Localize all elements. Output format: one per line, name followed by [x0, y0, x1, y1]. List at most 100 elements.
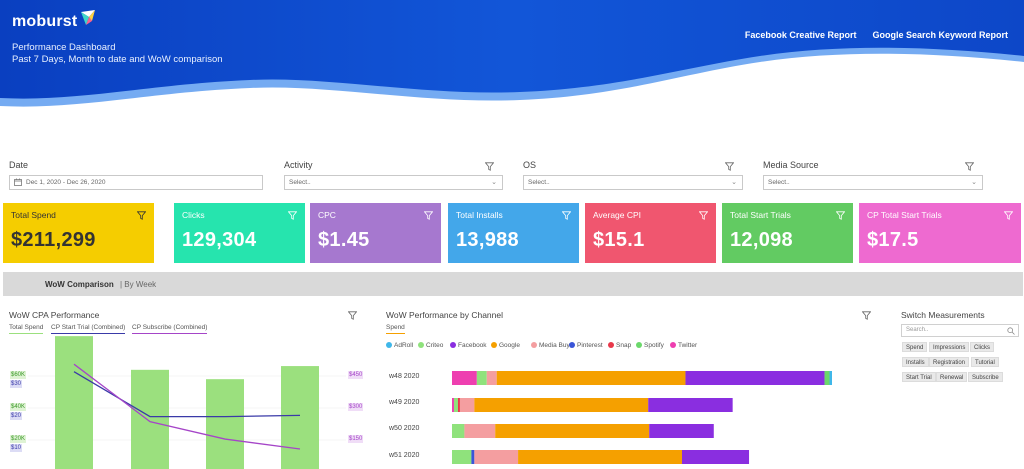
measurement-tag[interactable]: Installs [902, 357, 929, 367]
cpa-funnel-icon[interactable] [348, 311, 357, 320]
channel-segment[interactable] [464, 424, 496, 438]
left-tick-60k: $60K [10, 371, 27, 379]
legend-label: Facebook [458, 342, 487, 349]
google-search-keyword-report-link[interactable]: Google Search Keyword Report [872, 30, 1008, 40]
channel-segment[interactable] [829, 371, 832, 385]
header-nav: Facebook Creative Report Google Search K… [745, 30, 1008, 40]
channel-segment[interactable] [452, 371, 477, 385]
activity-funnel-icon[interactable] [485, 162, 494, 171]
channel-segment[interactable] [476, 371, 487, 385]
kpi-card[interactable]: Total Installs 13,988 [448, 203, 579, 263]
funnel-icon[interactable] [424, 211, 433, 220]
right-tick-150: $150 [348, 435, 364, 443]
legend-dot [386, 342, 392, 348]
channel-legend-item[interactable]: Spotify [636, 342, 664, 349]
spend-bar[interactable] [206, 379, 244, 469]
kpi-card[interactable]: Clicks 129,304 [174, 203, 305, 263]
channel-segment[interactable] [452, 398, 454, 412]
measurement-tag[interactable]: Spend [902, 342, 928, 352]
channel-legend-item[interactable]: AdRoll [386, 342, 413, 349]
kpi-card[interactable]: Average CPI $15.1 [585, 203, 716, 263]
channel-legend-item[interactable]: Criteo [418, 342, 443, 349]
funnel-icon[interactable] [288, 211, 297, 220]
channel-segment[interactable] [457, 398, 460, 412]
channel-segment[interactable] [474, 398, 649, 412]
channel-segment[interactable] [474, 450, 519, 464]
legend-cp-start-trial[interactable]: CP Start Trial (Combined) [51, 324, 126, 334]
date-range-picker[interactable]: Dec 1, 2020 - Dec 26, 2020 [9, 175, 263, 190]
activity-filter-label: Activity [284, 160, 313, 170]
funnel-icon[interactable] [137, 211, 146, 220]
channel-legend-item[interactable]: Google [491, 342, 520, 349]
wow-comparison-subtitle: | By Week [120, 280, 157, 289]
measurement-search-placeholder: Search.. [906, 327, 929, 333]
channel-legend-item[interactable]: Media Buy [531, 342, 570, 349]
measurement-tag[interactable]: Clicks [970, 342, 994, 352]
chevron-down-icon: ⌄ [491, 179, 497, 186]
switch-measurements-title: Switch Measurements [901, 310, 985, 320]
legend-label: Media Buy [539, 342, 570, 349]
kpi-card[interactable]: CP Total Start Trials $17.5 [859, 203, 1021, 263]
week-label: w51 2020 [389, 452, 420, 459]
legend-label: Spotify [644, 342, 664, 349]
channel-legend-item[interactable]: Pinterest [569, 342, 603, 349]
week-label: w49 2020 [389, 399, 420, 406]
channel-segment[interactable] [453, 398, 458, 412]
logo[interactable]: moburst [12, 10, 97, 31]
channel-segment[interactable] [681, 450, 750, 464]
kpi-label: Clicks [182, 210, 205, 220]
kpi-card[interactable]: Total Start Trials 12,098 [722, 203, 853, 263]
channel-segment[interactable] [495, 424, 650, 438]
measurement-tag[interactable]: Renewal [936, 372, 968, 382]
legend-dot [418, 342, 424, 348]
channel-legend-item[interactable]: Twitter [670, 342, 697, 349]
legend-dot [608, 342, 614, 348]
channel-metric-spend[interactable]: Spend [386, 324, 405, 334]
funnel-icon[interactable] [1004, 211, 1013, 220]
channel-segment[interactable] [459, 398, 475, 412]
channel-funnel-icon[interactable] [862, 311, 871, 320]
channel-segment[interactable] [486, 371, 497, 385]
funnel-icon[interactable] [836, 211, 845, 220]
channel-segment[interactable] [518, 450, 682, 464]
measurement-tag[interactable]: Registration [929, 357, 970, 367]
os-select[interactable]: Select.. ⌄ [523, 175, 743, 190]
channel-segment[interactable] [685, 371, 825, 385]
activity-select[interactable]: Select.. ⌄ [284, 175, 503, 190]
funnel-icon[interactable] [699, 211, 708, 220]
spend-bar[interactable] [55, 336, 93, 469]
spend-bar[interactable] [131, 369, 169, 469]
funnel-icon[interactable] [562, 211, 571, 220]
spend-bar[interactable] [281, 366, 319, 469]
legend-dot [670, 342, 676, 348]
cp-start-trial-line[interactable] [73, 371, 301, 418]
facebook-creative-report-link[interactable]: Facebook Creative Report [744, 30, 857, 40]
media-source-funnel-icon[interactable] [965, 162, 974, 171]
legend-total-spend[interactable]: Total Spend [9, 324, 44, 334]
logo-text: moburst [12, 13, 78, 30]
measurement-search-input[interactable]: Search.. [901, 324, 1019, 337]
left-tick-30: $30 [10, 380, 23, 388]
legend-cp-subscribe[interactable]: CP Subscribe (Combined) [132, 324, 208, 334]
kpi-card[interactable]: Total Spend $211,299 [3, 203, 154, 263]
channel-segment[interactable] [824, 371, 830, 385]
left-tick-20k: $20K [10, 435, 27, 443]
measurement-tag[interactable]: Start Trial [902, 372, 936, 382]
channel-segment[interactable] [471, 450, 475, 464]
channel-legend-item[interactable]: Facebook [450, 342, 487, 349]
measurement-tag[interactable]: Subscribe [968, 372, 1003, 382]
channel-segment[interactable] [496, 371, 686, 385]
os-funnel-icon[interactable] [725, 162, 734, 171]
measurement-tag[interactable]: Tutorial [971, 357, 999, 367]
channel-segment[interactable] [452, 424, 465, 438]
measurement-tag[interactable]: Impressions [929, 342, 970, 352]
os-filter: OS Select.. ⌄ [523, 160, 743, 190]
channel-segment[interactable] [648, 398, 733, 412]
media-source-select[interactable]: Select.. ⌄ [763, 175, 983, 190]
channel-segment[interactable] [452, 450, 472, 464]
activity-filter: Activity Select.. ⌄ [284, 160, 503, 190]
cp-subscribe-line[interactable] [73, 363, 301, 450]
kpi-card[interactable]: CPC $1.45 [310, 203, 441, 263]
channel-legend-item[interactable]: Snap [608, 342, 631, 349]
channel-segment[interactable] [649, 424, 714, 438]
